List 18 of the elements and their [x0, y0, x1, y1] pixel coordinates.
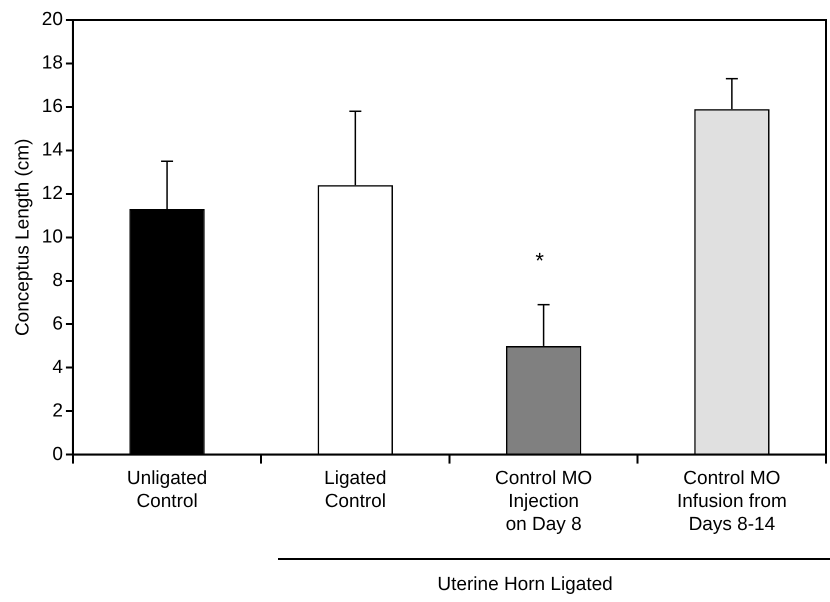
x-tick-label: Control MO Infusion from Days 8-14 — [676, 468, 787, 535]
x-tick-label: Unligated Control — [126, 468, 208, 512]
y-tick-label: 18 — [42, 52, 63, 74]
x-tick-label: Control MO Injection on Day 8 — [495, 468, 592, 535]
y-tick-label: 14 — [42, 140, 64, 161]
y-tick-label: 20 — [42, 9, 63, 30]
y-tick-label: 16 — [42, 96, 63, 118]
annotation: * — [535, 248, 544, 274]
y-axis-title: Conceptus Length (cm) — [12, 138, 34, 336]
text: Uterine Horn Ligated — [437, 574, 613, 596]
y-tick-label: 0 — [52, 444, 63, 465]
y-tick-label: 8 — [52, 270, 63, 291]
y-tick-label: 6 — [52, 313, 63, 334]
x-tick-label: Ligated Control — [324, 468, 387, 512]
y-tick-label: 12 — [42, 183, 63, 204]
y-tick-label: 10 — [42, 226, 63, 248]
y-tick-label: 2 — [52, 400, 63, 422]
y-tick-label: 4 — [52, 356, 64, 378]
